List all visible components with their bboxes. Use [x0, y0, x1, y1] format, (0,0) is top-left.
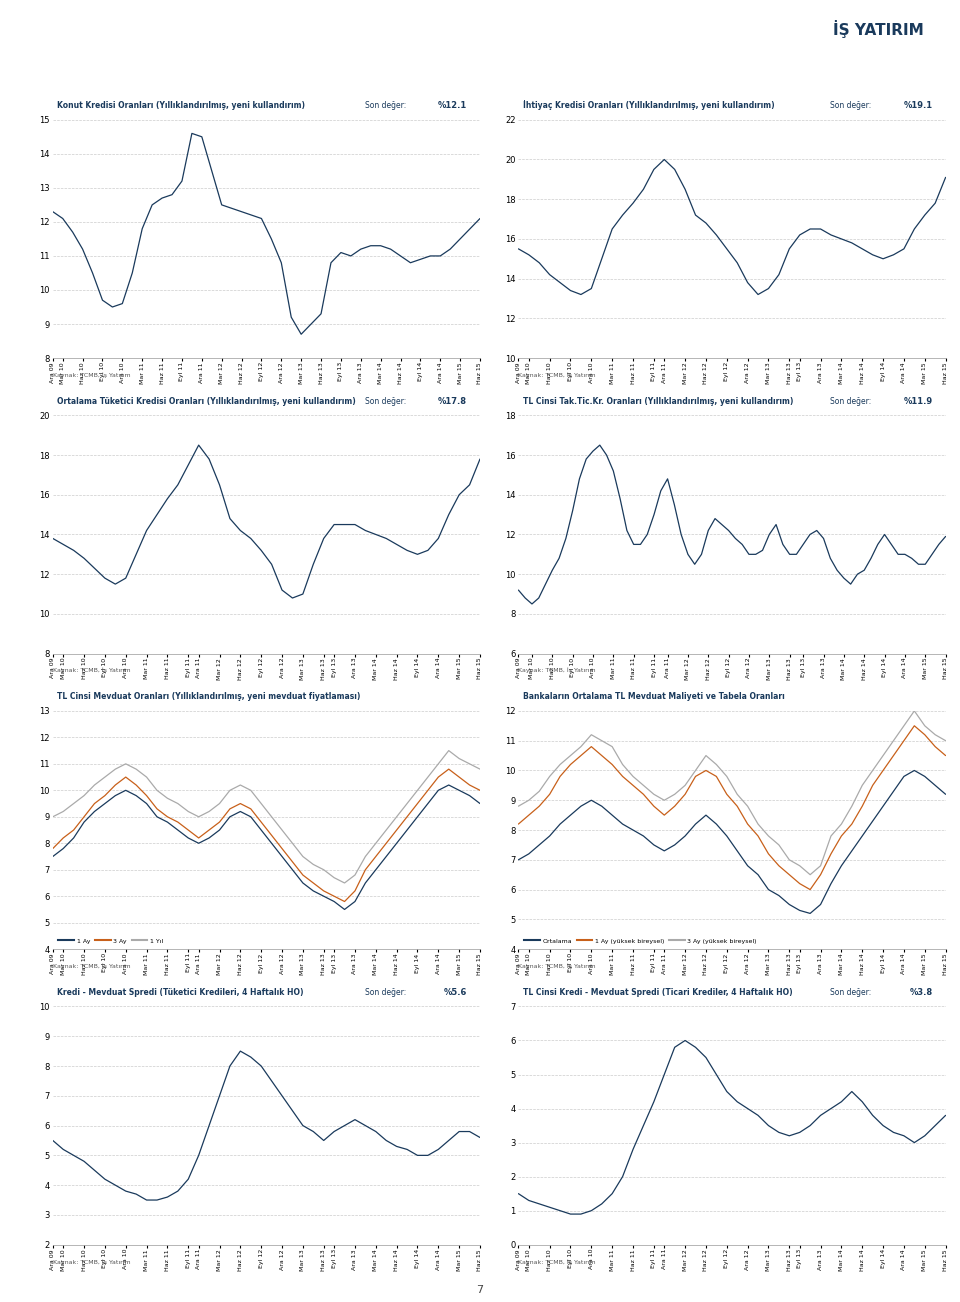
Text: Kredi - Mevduat Spredi (Tüketici Kredileri, 4 Haftalık HO): Kredi - Mevduat Spredi (Tüketici Kredile… — [57, 988, 303, 996]
Legend: 1 Ay, 3 Ay, 1 Yıl: 1 Ay, 3 Ay, 1 Yıl — [56, 936, 166, 947]
Text: %17.8: %17.8 — [438, 397, 468, 405]
Text: Kaynak: TCMB, İş Yatırım: Kaynak: TCMB, İş Yatırım — [518, 963, 596, 969]
Text: Kaynak: TCMB, İş Yatırım: Kaynak: TCMB, İş Yatırım — [53, 963, 131, 969]
Text: Kaynak: TCMB, İş Yatırım: Kaynak: TCMB, İş Yatırım — [518, 1259, 596, 1264]
Text: Son değer:: Son değer: — [365, 988, 406, 996]
Text: TL Cinsi Mevduat Oranları (Yıllıklandırılmış, yeni mevduat fiyatlaması): TL Cinsi Mevduat Oranları (Yıllıklandırı… — [57, 693, 360, 700]
Text: Kaynak: TCMB, İş Yatırım: Kaynak: TCMB, İş Yatırım — [518, 372, 596, 378]
Text: İŞ YATIRIM: İŞ YATIRIM — [833, 20, 924, 38]
Text: Son değer:: Son değer: — [830, 988, 872, 996]
Text: %11.9: %11.9 — [903, 397, 933, 405]
Text: Kaynak: TCMB, İş Yatırım: Kaynak: TCMB, İş Yatırım — [53, 1259, 131, 1264]
Text: %5.6: %5.6 — [444, 988, 468, 996]
Text: TL Cinsi Tak.Tic.Kr. Oranları (Yıllıklandırılmış, yeni kullandırım): TL Cinsi Tak.Tic.Kr. Oranları (Yıllıklan… — [522, 397, 793, 405]
Legend: Ortalama, 1 Ay (yüksek bireysel), 3 Ay (yüksek bireysel): Ortalama, 1 Ay (yüksek bireysel), 3 Ay (… — [521, 936, 759, 947]
Text: Kaynak: TCMB, İş Yatırım: Kaynak: TCMB, İş Yatırım — [518, 668, 596, 673]
Text: Ortalama Tüketici Kredisi Oranları (Yıllıklandırılmış, yeni kullandırım): Ortalama Tüketici Kredisi Oranları (Yıll… — [57, 397, 356, 405]
Text: Bankaların Ortalama TL Mevduat Maliyeti ve Tabela Oranları: Bankaların Ortalama TL Mevduat Maliyeti … — [522, 693, 784, 700]
Text: Konut Kredisi Oranları (Yıllıklandırılmış, yeni kullandırım): Konut Kredisi Oranları (Yıllıklandırılmı… — [57, 102, 305, 109]
Text: %12.1: %12.1 — [438, 102, 468, 109]
Text: TL Cinsi Kredi - Mevduat Spredi (Ticari Krediler, 4 Haftalık HO): TL Cinsi Kredi - Mevduat Spredi (Ticari … — [522, 988, 792, 996]
Text: Son değer:: Son değer: — [365, 102, 406, 109]
Text: Son değer:: Son değer: — [365, 397, 406, 405]
Text: %3.8: %3.8 — [910, 988, 933, 996]
Text: Son değer:: Son değer: — [830, 102, 872, 109]
Text: Son değer:: Son değer: — [830, 397, 872, 405]
Text: Kaynak: TCMB, İş Yatırım: Kaynak: TCMB, İş Yatırım — [53, 668, 131, 673]
Text: %19.1: %19.1 — [903, 102, 933, 109]
Text: Kaynak: TCMB, İş Yatırım: Kaynak: TCMB, İş Yatırım — [53, 372, 131, 378]
Text: 7: 7 — [476, 1285, 484, 1295]
Text: Bankacılık Sektörü: Bankacılık Sektörü — [14, 66, 138, 79]
Text: İhtiyaç Kredisi Oranları (Yıllıklandırılmış, yeni kullandırım): İhtiyaç Kredisi Oranları (Yıllıklandırıl… — [522, 100, 775, 111]
